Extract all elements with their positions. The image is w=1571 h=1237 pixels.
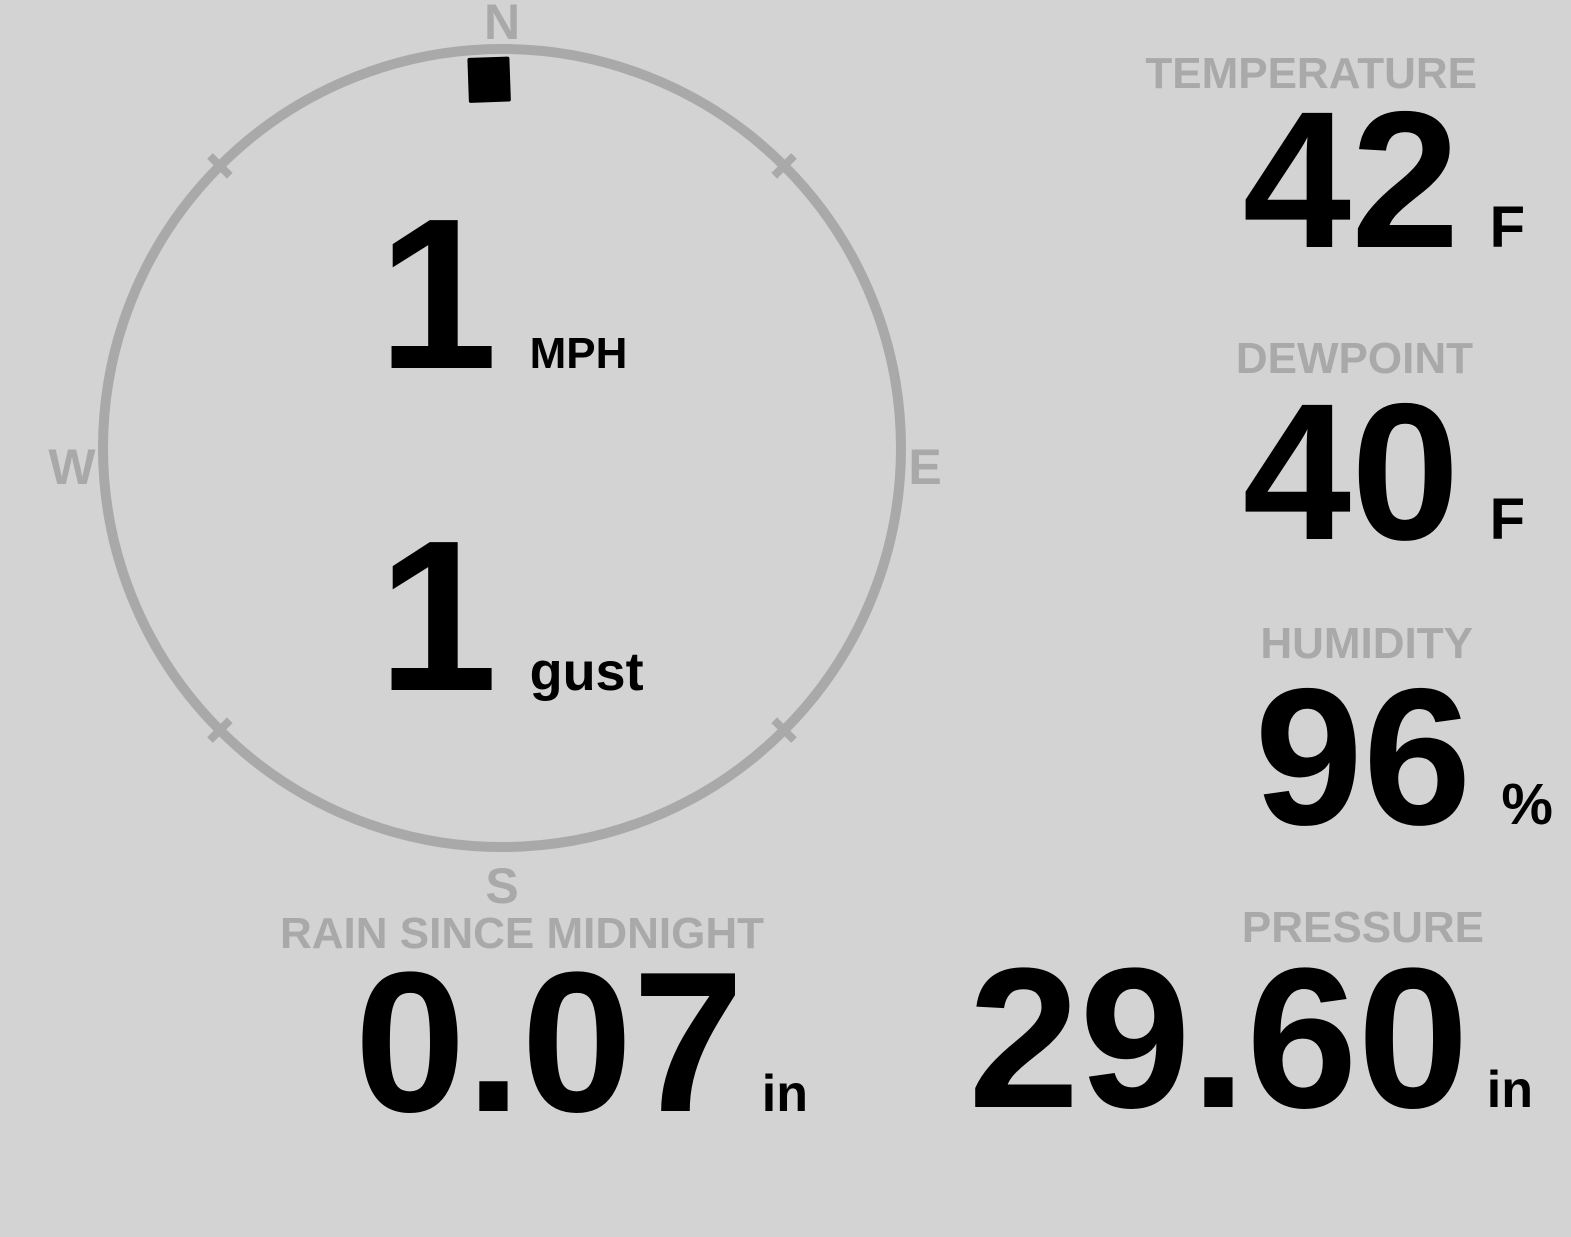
dewpoint-unit: F (1489, 487, 1525, 552)
dewpoint-metric: 40 F (1243, 375, 1525, 570)
compass-ring (98, 44, 906, 852)
cardinal-west: W (48, 439, 96, 495)
temperature-unit: F (1489, 195, 1525, 260)
wind-speed-value: 1 (378, 173, 498, 414)
pressure-label: PRESSURE (1241, 903, 1484, 952)
rain-since-midnight-metric: 0.07 in (355, 943, 808, 1143)
cardinal-east: E (908, 439, 942, 495)
wind-gust-unit: gust (529, 642, 644, 702)
dewpoint-value: 40 (1242, 363, 1460, 581)
wind-gust-value: 1 (378, 495, 498, 736)
cardinal-south: S (485, 858, 519, 914)
wind-gust: 1 gust (378, 508, 644, 723)
wind-speed: 1 MPH (378, 186, 627, 401)
dewpoint-label: DEWPOINT (1235, 334, 1473, 383)
cardinal-north: N (483, 0, 521, 50)
pressure-metric: 29.60 in (968, 939, 1533, 1139)
humidity-metric: 96 % (1255, 660, 1553, 855)
rain-since-midnight-unit: in (761, 1065, 808, 1123)
pressure-unit: in (1486, 1061, 1533, 1119)
humidity-label: HUMIDITY (1260, 619, 1473, 668)
temperature-label: TEMPERATURE (1145, 49, 1477, 98)
temperature-metric: 42 F (1243, 83, 1525, 278)
wind-speed-unit: MPH (529, 329, 628, 378)
humidity-value: 96 (1254, 648, 1472, 866)
humidity-unit: % (1501, 772, 1553, 837)
rain-since-midnight-value: 0.07 (354, 931, 744, 1154)
wind-direction-indicator (467, 56, 511, 103)
compass-intercardinal-ticks (207, 153, 797, 743)
pressure-value: 29.60 (968, 927, 1469, 1150)
temperature-value: 42 (1242, 71, 1460, 289)
rain-since-midnight-label: RAIN SINCE MIDNIGHT (280, 909, 764, 958)
compass-circle (98, 44, 906, 852)
